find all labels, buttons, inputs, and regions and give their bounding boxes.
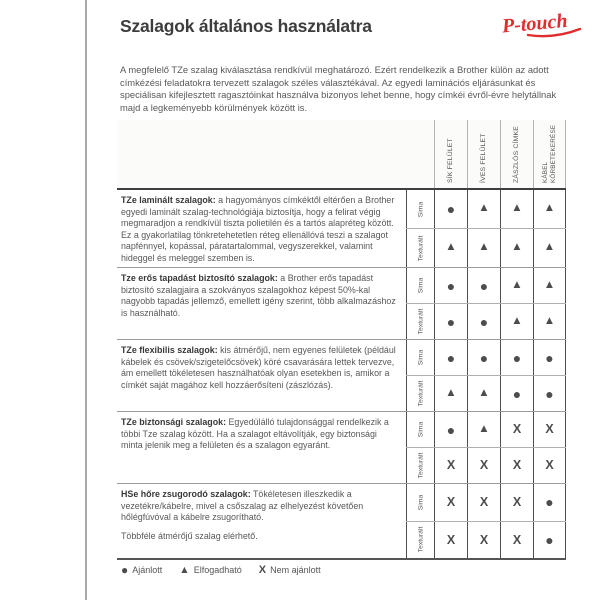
subrow-textured: Texturált ▲ ▲ ▲ ▲: [406, 229, 566, 267]
rating-symbol: ●: [512, 349, 522, 366]
tape-row-flexible: TZe flexibilis szalagok: kis átmérőjű, n…: [117, 340, 566, 412]
rating-symbol: X: [545, 422, 554, 437]
rating-symbol: X: [446, 495, 456, 509]
rating-symbol: ●: [446, 313, 456, 330]
sub-label: Texturált: [406, 229, 434, 267]
rating-symbol: X: [512, 532, 522, 547]
sub-label: Sima: [406, 268, 434, 303]
rating-symbol: ●: [545, 385, 554, 402]
rating-symbol: ▲: [511, 202, 523, 215]
rating-symbol: X: [512, 458, 522, 473]
rating-symbol: ▲: [445, 241, 457, 254]
rating-symbol: X: [545, 458, 554, 473]
column-header-flat-surface: SÍK FELÜLET: [434, 120, 467, 188]
tape-row-heat-shrink: HSe hőre zsugorodó szalagok: Tökéletesen…: [117, 484, 566, 560]
sub-label: Texturált: [406, 448, 434, 483]
rating-symbol: ●: [479, 349, 489, 366]
rating-symbol: ▲: [478, 422, 490, 435]
sub-label: Texturált: [406, 521, 434, 558]
legend-item-acceptable: ▲ Elfogadható: [179, 563, 242, 576]
subrow-textured: Texturált ▲ ▲ ● ●: [406, 376, 566, 411]
rating-symbol: ▲: [511, 278, 523, 291]
rating-symbol: X: [512, 422, 522, 437]
x-icon: X: [258, 563, 267, 576]
sub-label: Sima: [406, 412, 434, 447]
sub-label: Sima: [406, 484, 434, 521]
rating-symbol: ▲: [478, 202, 490, 215]
rating-symbol: X: [512, 495, 522, 509]
tape-description: TZe biztonsági szalagok: Egyedülálló tul…: [121, 417, 389, 451]
rating-symbol: ▲: [543, 241, 556, 254]
tape-description: Tze erős tapadást biztosító szalagok: a …: [121, 273, 396, 318]
page-title: Szalagok általános használatra: [120, 16, 372, 36]
rating-symbol: ●: [545, 349, 554, 366]
legend: ● Ajánlott ▲ Elfogadható X Nem ajánlott: [121, 564, 321, 576]
rating-symbol: ●: [512, 385, 522, 402]
rating-symbol: X: [446, 458, 456, 473]
rating-symbol: ●: [545, 494, 554, 511]
rating-symbol: X: [479, 495, 489, 509]
sub-label: Sima: [406, 190, 434, 228]
rating-symbol: ▲: [478, 241, 490, 254]
rating-symbol: ●: [479, 277, 489, 294]
rating-symbol: ▲: [478, 386, 490, 399]
column-header-cable-wrap: KÁBEL KÖRBETEKERÉSE: [533, 120, 566, 188]
rating-symbol: ●: [446, 349, 456, 366]
subrow-smooth: Sima ● ● ● ●: [406, 340, 566, 376]
rating-symbol: ●: [545, 531, 554, 548]
table-header-row: SÍK FELÜLET ÍVES FELÜLET ZÁSZLÓS CÍMKE K…: [117, 120, 566, 190]
ptouch-logo: P-touch: [500, 10, 582, 38]
tape-description-extra: Többféle átmérőjű szalag elérhető.: [121, 530, 258, 541]
subrow-textured: Texturált X X X X: [406, 448, 566, 483]
rating-symbol: ▲: [445, 386, 457, 399]
rating-symbol: X: [446, 532, 456, 547]
subrow-smooth: Sima ● ▲ X X: [406, 412, 566, 448]
legend-item-recommended: ● Ajánlott: [121, 563, 163, 577]
column-header-curved-surface: ÍVES FELÜLET: [467, 120, 500, 188]
rating-symbol: ▲: [543, 202, 556, 215]
subrow-textured: Texturált X X X ●: [406, 521, 566, 558]
subrow-smooth: Sima ● ● ▲ ▲: [406, 268, 566, 304]
rating-symbol: ▲: [511, 241, 523, 254]
tape-row-strong-adhesive: Tze erős tapadást biztosító szalagok: a …: [117, 268, 566, 340]
triangle-icon: ▲: [179, 563, 190, 576]
tape-description: TZe flexibilis szalagok: kis átmérőjű, n…: [121, 345, 396, 390]
subrow-textured: Texturált ● ● ▲ ▲: [406, 304, 566, 339]
rating-symbol: ●: [446, 201, 456, 217]
header-spacer: [117, 120, 434, 188]
rating-symbol: X: [479, 532, 489, 547]
tape-description: HSe hőre zsugorodó szalagok: Tökéletesen…: [117, 484, 406, 558]
circle-icon: ●: [121, 563, 129, 577]
tape-row-security: TZe biztonsági szalagok: Egyedülálló tul…: [117, 412, 566, 484]
rating-symbol: ▲: [543, 314, 556, 327]
page-edge-line: [85, 0, 87, 600]
tape-description: TZe laminált szalagok: a hagyományos cím…: [121, 195, 395, 263]
column-header-flag-label: ZÁSZLÓS CÍMKE: [500, 120, 533, 188]
rating-symbol: ▲: [511, 314, 523, 327]
sub-label: Texturált: [406, 376, 434, 411]
rating-symbol: ●: [446, 421, 456, 438]
rating-symbol: X: [479, 458, 489, 473]
ptouch-logo-text: P-touch: [500, 10, 568, 38]
legend-item-not-recommended: X Nem ajánlott: [258, 563, 321, 576]
intro-text: A megfelelő TZe szalag kiválasztása rend…: [120, 64, 557, 113]
subrow-smooth: Sima X X X ●: [406, 484, 566, 522]
sub-label: Texturált: [406, 304, 434, 339]
sub-label: Sima: [406, 340, 434, 375]
subrow-smooth: Sima ● ▲ ▲ ▲: [406, 190, 566, 229]
tape-row-laminated: TZe laminált szalagok: a hagyományos cím…: [117, 190, 566, 268]
rating-symbol: ●: [479, 313, 489, 330]
rating-symbol: ●: [446, 277, 456, 294]
logo-swoosh: [526, 27, 582, 38]
rating-symbol: ▲: [543, 278, 556, 291]
tape-table: SÍK FELÜLET ÍVES FELÜLET ZÁSZLÓS CÍMKE K…: [117, 120, 566, 560]
